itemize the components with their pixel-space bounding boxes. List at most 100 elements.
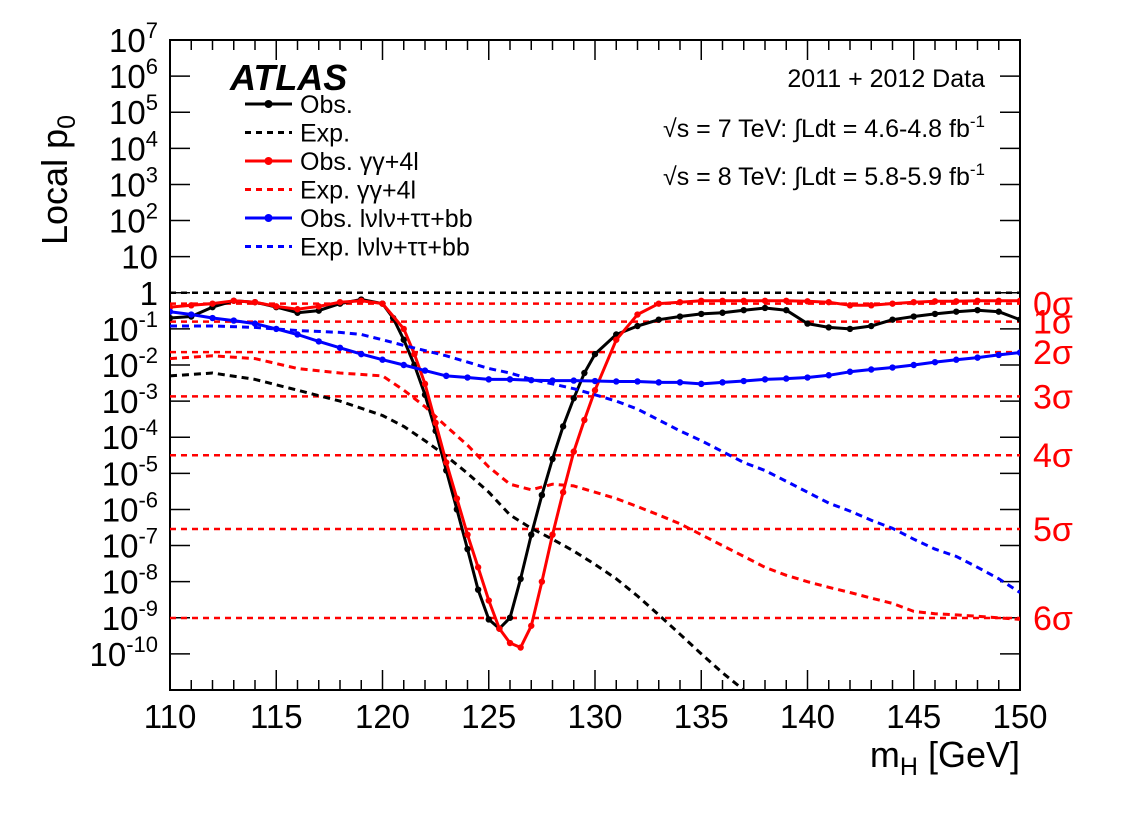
series-line	[170, 298, 1020, 631]
series-point	[1016, 297, 1020, 304]
legend-marker	[264, 157, 273, 165]
series-point	[528, 622, 535, 629]
y-tick-base: 10	[102, 311, 139, 348]
series-point	[825, 298, 832, 306]
y-tick-label: 102	[109, 199, 158, 240]
series-point	[846, 302, 854, 309]
series-point	[315, 338, 322, 345]
series-point	[698, 297, 705, 304]
series-point	[953, 298, 960, 305]
y-tick-label: 10	[121, 239, 158, 276]
x-tick-label: 145	[886, 698, 941, 735]
x-axis-title-main: m	[870, 734, 900, 775]
y-tick-base: 10	[102, 564, 139, 601]
y-tick-exp: -9	[138, 596, 158, 621]
series-point	[453, 495, 461, 502]
y-tick-exp: -1	[138, 307, 158, 332]
series-point	[400, 361, 407, 369]
y-tick-base: 1	[140, 275, 158, 312]
series-point	[953, 356, 960, 363]
x-axis-title-unit: [GeV]	[918, 734, 1020, 775]
series-point	[995, 308, 1002, 315]
y-tick-exp: -8	[138, 560, 158, 585]
y-tick-base: 10	[121, 239, 158, 276]
info-line-data: 2011 + 2012 Data	[787, 65, 985, 93]
y-tick-exp: -4	[138, 415, 158, 440]
series-point	[411, 350, 418, 358]
series-point	[400, 336, 407, 343]
y-tick-label: 105	[109, 90, 158, 131]
series-point	[188, 302, 195, 309]
series-point	[549, 531, 556, 538]
y-tick-label: 10-4	[102, 415, 158, 456]
y-tick-base: 10	[109, 203, 146, 240]
series-point	[1016, 349, 1020, 356]
series-point	[464, 531, 471, 538]
series-point	[931, 310, 939, 318]
legend-label: Exp.	[300, 120, 350, 148]
series-point	[889, 300, 896, 307]
series-point	[804, 298, 811, 305]
y-tick-exp: -10	[126, 632, 158, 657]
y-tick-base: 10	[109, 58, 146, 95]
series-point	[1016, 316, 1020, 323]
y-tick-base: 10	[102, 347, 139, 384]
series-point	[698, 380, 705, 388]
sigma-label: 6σ	[1033, 600, 1073, 638]
series-point	[846, 368, 854, 375]
y-tick-base: 10	[102, 528, 139, 565]
series-group	[170, 297, 1020, 651]
series-point	[974, 297, 981, 304]
series-point	[251, 320, 259, 327]
series-point	[634, 378, 641, 385]
y-tick-base: 10	[102, 491, 139, 528]
y-tick-exp: 3	[146, 162, 158, 187]
series-point	[719, 309, 726, 316]
series-group	[170, 371, 747, 690]
series-point	[315, 303, 322, 310]
x-tick-label: 110	[144, 698, 197, 735]
legend-label: Exp. lνlν+ττ+bb	[300, 234, 470, 262]
x-tick-label: 135	[674, 698, 729, 735]
series-point	[485, 597, 492, 604]
series-point	[251, 298, 259, 306]
series-point	[655, 316, 662, 323]
series-point	[655, 300, 662, 307]
series-point	[485, 616, 492, 623]
sigma-lines	[170, 291, 1020, 620]
series-point	[804, 374, 811, 381]
info-line-7tev-text: √s = 7 TeV: ∫Ldt = 4.6-4.8 fb	[663, 115, 970, 143]
x-tick-label: 140	[780, 698, 835, 735]
series-point	[273, 303, 280, 310]
series-line	[170, 324, 1020, 594]
series-point	[910, 298, 917, 306]
series-point	[581, 369, 588, 377]
series-point	[570, 448, 577, 455]
series-point	[655, 379, 662, 386]
series-point	[719, 379, 726, 386]
y-axis-title-main: Local p	[34, 129, 75, 245]
series-point	[761, 304, 769, 312]
series-point	[868, 322, 875, 330]
series-point	[294, 306, 301, 313]
y-tick-base: 10	[102, 455, 139, 492]
y-tick-base: 10	[102, 600, 139, 637]
y-tick-label: 10-6	[102, 487, 158, 528]
series-point	[474, 586, 482, 593]
series-point	[761, 297, 769, 304]
series-point	[698, 310, 705, 318]
series-point	[613, 336, 620, 343]
y-tick-base: 10	[109, 94, 146, 131]
series-point	[889, 364, 896, 371]
series-point	[591, 377, 599, 385]
series-point	[549, 455, 556, 463]
series-point	[783, 306, 790, 314]
series-group	[170, 296, 1020, 632]
info-line-8tev: √s = 8 TeV: ∫Ldt = 5.8-5.9 fb-1	[663, 160, 985, 191]
sigma-label: 4σ	[1033, 437, 1073, 475]
y-tick-base: 10	[102, 419, 139, 456]
series-point	[230, 317, 237, 324]
series-point	[761, 376, 769, 383]
series-point	[995, 297, 1002, 304]
